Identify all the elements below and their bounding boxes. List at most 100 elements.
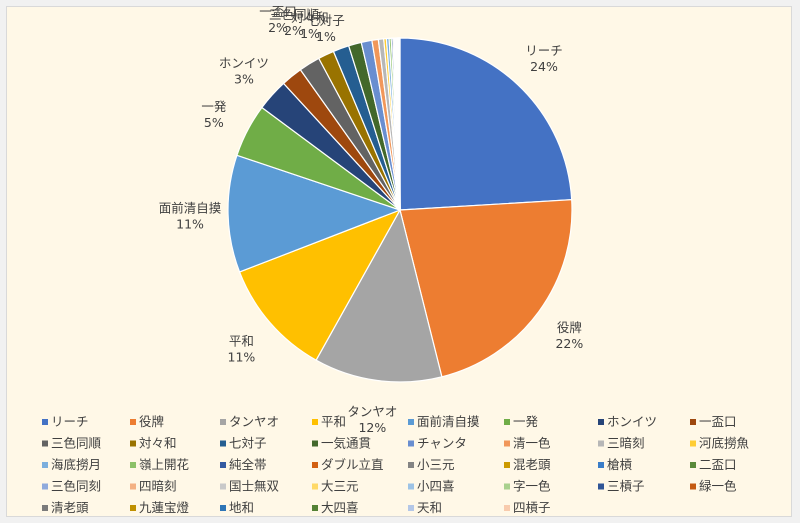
legend-swatch xyxy=(312,483,318,490)
slice-label-name: タンヤオ xyxy=(347,404,397,419)
legend-item: 九蓮宝燈 xyxy=(139,500,190,515)
slice-label-name: 三色同順 xyxy=(269,7,320,22)
legend-item: 四暗刻 xyxy=(139,479,177,494)
legend-item: 一発 xyxy=(513,414,539,429)
slice-label-pct: 22% xyxy=(555,336,583,351)
legend-item: 海底撈月 xyxy=(51,457,101,472)
slice-label-pct: 3% xyxy=(234,72,254,87)
legend-swatch xyxy=(690,462,696,468)
legend-item: 三暗刻 xyxy=(607,436,645,451)
legend-swatch xyxy=(312,419,318,425)
legend-swatch xyxy=(130,462,136,468)
pie-slice xyxy=(315,208,443,383)
legend-swatch xyxy=(130,419,136,425)
legend-item: チャンタ xyxy=(417,436,467,451)
legend-swatch xyxy=(408,419,414,425)
legend-item: 小四喜 xyxy=(417,479,455,494)
legend-swatch xyxy=(312,462,318,468)
legend-swatch xyxy=(408,505,414,511)
legend-swatch xyxy=(504,462,510,468)
legend-item: 槍槓 xyxy=(607,457,633,472)
legend-item: 地和 xyxy=(229,500,254,515)
slice-labels: リーチ24%役牌22%タンヤオ12%平和11%面前清自摸11%一発5%ホンイツ3… xyxy=(159,4,584,435)
legend-item: ホンイツ xyxy=(607,414,657,429)
slice-label-pct: 12% xyxy=(358,420,386,435)
legend-swatch xyxy=(42,440,48,447)
legend-item: 天和 xyxy=(417,500,442,515)
legend-swatch xyxy=(220,505,226,511)
legend-swatch xyxy=(408,440,414,447)
slice-label-name: 面前清自摸 xyxy=(159,201,222,216)
legend-item: 清老頭 xyxy=(51,500,89,515)
slice-label-pct: 2% xyxy=(284,23,304,38)
legend-swatch xyxy=(130,440,136,447)
slice-label-name: 対々和 xyxy=(291,10,329,25)
pie-slice xyxy=(399,37,573,211)
legend-swatch xyxy=(220,419,226,425)
slice-label-pct: 1% xyxy=(300,26,320,41)
legend-item: 字一色 xyxy=(513,479,551,494)
legend-swatch xyxy=(408,462,414,468)
slice-label-pct: 11% xyxy=(228,350,256,365)
pie-slice xyxy=(227,154,402,273)
legend-swatch xyxy=(220,483,226,490)
legend-item: 対々和 xyxy=(139,436,177,451)
legend-swatch xyxy=(598,483,604,490)
slice-label-pct: 11% xyxy=(176,217,204,232)
legend-item: 平和 xyxy=(321,414,346,429)
legend-swatch xyxy=(408,483,414,490)
legend-swatch xyxy=(42,483,48,490)
legend-item: リーチ xyxy=(51,414,89,429)
legend-item: 国士無双 xyxy=(229,479,280,494)
slice-label-name: 七対子 xyxy=(307,13,345,28)
legend-item: 緑一色 xyxy=(699,479,737,494)
legend-swatch xyxy=(598,440,604,447)
slice-label-name: 一盃口 xyxy=(259,4,297,19)
slice-label-name: 役牌 xyxy=(557,320,582,335)
legend-swatch xyxy=(598,462,604,468)
legend-item: 小三元 xyxy=(417,457,455,472)
legend-item: 三槓子 xyxy=(607,479,645,494)
legend-swatch xyxy=(598,419,604,425)
slice-label-pct: 5% xyxy=(204,115,224,130)
legend-swatch xyxy=(690,419,696,425)
legend-item: 大四喜 xyxy=(321,500,359,515)
legend-swatch xyxy=(312,440,318,447)
legend-item: 純全帯 xyxy=(229,457,267,472)
legend-swatch xyxy=(690,483,696,490)
legend-item: ダブル立直 xyxy=(321,457,384,472)
legend-item: 一盃口 xyxy=(699,414,737,429)
legend-swatch xyxy=(42,419,48,425)
legend-item: 七対子 xyxy=(229,436,267,451)
slice-label-name: 平和 xyxy=(229,334,254,349)
legend-item: 一気通貫 xyxy=(321,436,371,451)
legend-item: 四槓子 xyxy=(513,500,551,515)
legend-swatch xyxy=(504,440,510,447)
slice-label-name: リーチ xyxy=(525,43,563,58)
legend-item: 嶺上開花 xyxy=(139,457,189,472)
legend-swatch xyxy=(220,440,226,447)
legend-item: 大三元 xyxy=(321,479,359,494)
slice-label-pct: 2% xyxy=(268,20,288,35)
legend-swatch xyxy=(504,483,510,490)
slice-label-pct: 1% xyxy=(316,29,336,44)
legend-item: 三色同刻 xyxy=(51,479,101,494)
slice-label-name: ホンイツ xyxy=(219,56,269,71)
legend-swatch xyxy=(690,440,696,447)
slice-label-pct: 24% xyxy=(530,59,558,74)
legend-swatch xyxy=(220,462,226,468)
legend-item: 役牌 xyxy=(139,414,164,429)
pie-slices xyxy=(227,37,573,383)
legend-item: 二盃口 xyxy=(699,457,737,472)
pie-slice xyxy=(399,199,573,378)
legend-item: 三色同順 xyxy=(51,436,102,451)
legend-item: 清一色 xyxy=(513,436,551,451)
legend-swatch xyxy=(42,462,48,468)
legend-item: 河底撈魚 xyxy=(699,436,750,451)
legend-swatch xyxy=(130,505,136,511)
legend-swatch xyxy=(312,505,318,511)
legend-item: タンヤオ xyxy=(229,414,279,429)
